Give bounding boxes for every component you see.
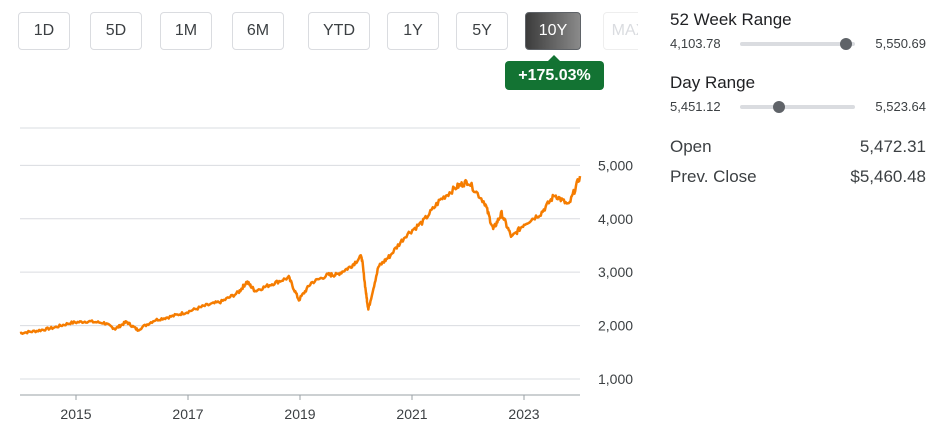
prev-close-label: Prev. Close — [670, 167, 757, 186]
week52-low: 4,103.78 — [670, 36, 721, 51]
x-tick-label: 2015 — [60, 406, 91, 422]
range-button-1d[interactable]: 1D — [18, 12, 70, 50]
day-range-title: Day Range — [670, 73, 756, 92]
range-button-max[interactable]: MAX — [603, 12, 638, 50]
open-label: Open — [670, 137, 712, 156]
y-tick-label: 3,000 — [598, 264, 633, 280]
x-tick-label: 2019 — [284, 406, 315, 422]
range-button-ytd[interactable]: YTD — [308, 12, 370, 50]
range-selector: 1D 5D 1M 6M YTD 1Y 5Y 10Y MAX — [18, 12, 638, 54]
week52-title: 52 Week Range — [670, 10, 792, 29]
range-button-6m[interactable]: 6M — [232, 12, 284, 50]
y-tick-label: 1,000 — [598, 371, 633, 387]
week52-marker — [839, 38, 852, 50]
range-button-10y[interactable]: 10Y — [525, 12, 581, 50]
y-tick-label: 4,000 — [598, 211, 633, 227]
prev-close-value: $5,460.48 — [850, 167, 926, 186]
price-chart[interactable]: 1,000 2,000 3,000 4,000 5,000 2015 2017 2019 202… — [0, 110, 645, 435]
day-range-track — [740, 105, 855, 109]
day-range-marker — [773, 101, 786, 113]
week52-high: 5,550.69 — [875, 36, 926, 51]
y-tick-label: 5,000 — [598, 157, 633, 173]
week52-track — [740, 42, 855, 46]
change-badge: +175.03% — [505, 61, 604, 90]
range-button-1y[interactable]: 1Y — [387, 12, 439, 50]
x-tick-label: 2021 — [396, 406, 427, 422]
range-button-1m[interactable]: 1M — [160, 12, 212, 50]
price-line — [19, 175, 582, 335]
range-button-5y[interactable]: 5Y — [456, 12, 508, 50]
open-value: 5,472.31 — [859, 137, 926, 156]
range-button-5d[interactable]: 5D — [90, 12, 142, 50]
x-tick-label: 2023 — [508, 406, 539, 422]
badge-pointer — [547, 55, 561, 62]
day-range-low: 5,451.12 — [670, 99, 721, 114]
y-tick-label: 2,000 — [598, 318, 633, 334]
day-range-high: 5,523.64 — [875, 99, 926, 114]
x-tick-label: 2017 — [172, 406, 203, 422]
